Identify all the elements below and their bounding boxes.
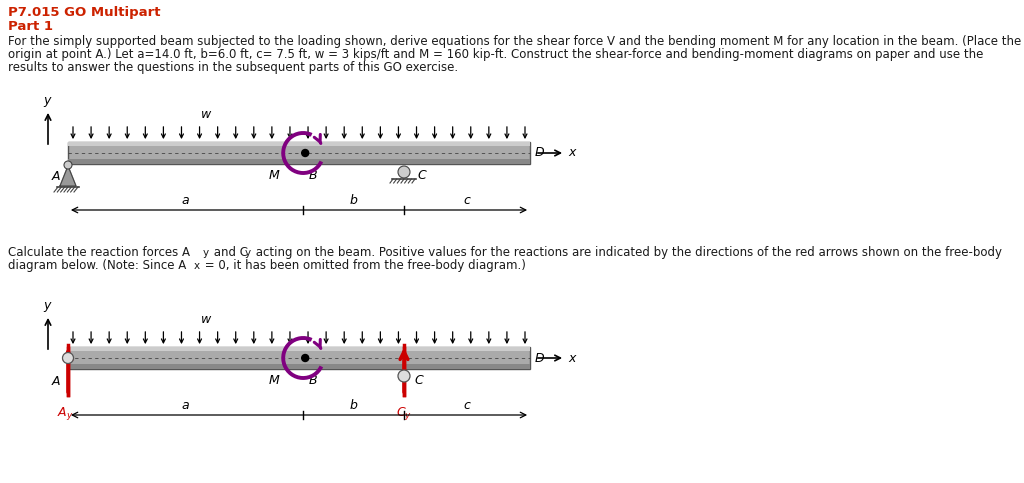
Text: C: C bbox=[417, 169, 426, 182]
Text: = 0, it has been omitted from the free-body diagram.): = 0, it has been omitted from the free-b… bbox=[201, 259, 526, 272]
Text: acting on the beam. Positive values for the reactions are indicated by the direc: acting on the beam. Positive values for … bbox=[252, 246, 1002, 259]
Text: D: D bbox=[535, 352, 545, 365]
Text: y: y bbox=[43, 299, 50, 312]
Text: M: M bbox=[268, 169, 280, 182]
Text: b: b bbox=[349, 194, 357, 207]
Text: $A_y$: $A_y$ bbox=[56, 405, 74, 422]
Text: For the simply supported beam subjected to the loading shown, derive equations f: For the simply supported beam subjected … bbox=[8, 35, 1021, 48]
Text: A: A bbox=[51, 170, 60, 183]
Bar bbox=[68, 142, 530, 146]
Text: x: x bbox=[568, 352, 575, 365]
Text: $C_y$: $C_y$ bbox=[396, 405, 412, 422]
Text: P7.015 GO Multipart: P7.015 GO Multipart bbox=[8, 6, 161, 19]
Text: x: x bbox=[568, 146, 575, 159]
Circle shape bbox=[398, 370, 410, 382]
Text: b: b bbox=[349, 399, 357, 412]
Bar bbox=[68, 142, 530, 164]
Text: Calculate the reaction forces A: Calculate the reaction forces A bbox=[8, 246, 190, 259]
Text: D: D bbox=[535, 146, 545, 159]
Text: a: a bbox=[182, 194, 189, 207]
Text: B: B bbox=[308, 169, 316, 182]
Text: results to answer the questions in the subsequent parts of this GO exercise.: results to answer the questions in the s… bbox=[8, 61, 458, 74]
Text: w: w bbox=[201, 313, 211, 326]
Text: c: c bbox=[464, 194, 470, 207]
Text: and C: and C bbox=[210, 246, 248, 259]
Circle shape bbox=[398, 166, 410, 178]
Text: diagram below. (Note: Since A: diagram below. (Note: Since A bbox=[8, 259, 186, 272]
Text: Part 1: Part 1 bbox=[8, 20, 53, 33]
Text: w: w bbox=[201, 108, 211, 121]
Text: C: C bbox=[414, 374, 423, 387]
Text: x: x bbox=[194, 261, 200, 271]
Text: a: a bbox=[182, 399, 189, 412]
Text: M: M bbox=[268, 374, 280, 387]
Text: y: y bbox=[203, 248, 209, 258]
Text: c: c bbox=[464, 399, 470, 412]
Circle shape bbox=[62, 353, 74, 364]
Bar bbox=[68, 347, 530, 369]
Circle shape bbox=[302, 150, 308, 156]
Bar bbox=[68, 347, 530, 352]
Text: origin at point A.) Let a=14.0 ft, b=6.0 ft, c= 7.5 ft, w = 3 kips/ft and M = 16: origin at point A.) Let a=14.0 ft, b=6.0… bbox=[8, 48, 983, 61]
Bar bbox=[68, 364, 530, 369]
Polygon shape bbox=[60, 166, 76, 186]
Text: y: y bbox=[245, 248, 251, 258]
Text: A: A bbox=[51, 375, 60, 388]
Text: y: y bbox=[43, 94, 50, 107]
Circle shape bbox=[63, 161, 72, 169]
Circle shape bbox=[302, 355, 308, 361]
Bar bbox=[68, 159, 530, 164]
Text: B: B bbox=[308, 374, 316, 387]
